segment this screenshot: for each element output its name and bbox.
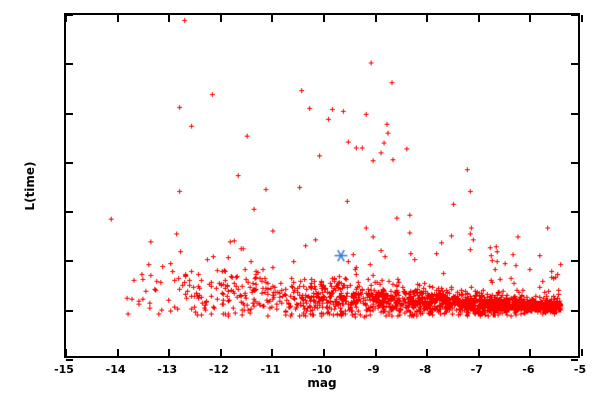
y-tick-mark: [66, 359, 73, 361]
x-tick-label: -10: [312, 363, 332, 376]
x-tick-label: -11: [260, 363, 281, 376]
x-tick-label: -14: [105, 363, 126, 376]
y-tick-mark: [571, 359, 578, 361]
x-axis-title: mag: [307, 376, 337, 390]
x-tick-label: -9: [367, 363, 380, 376]
x-tick-mark: [581, 349, 583, 356]
y-axis-title-wrapper: L(time): [22, 13, 37, 358]
plot-area: [64, 13, 583, 361]
x-tick-label: -7: [470, 363, 483, 376]
x-tick-label: -8: [419, 363, 432, 376]
scatter-data-layer: [66, 15, 578, 356]
x-tick-label: -12: [208, 363, 229, 376]
x-tick-label: -6: [522, 363, 535, 376]
y-axis-title: L(time): [23, 160, 37, 211]
x-tick-label: -5: [573, 363, 587, 376]
x-tick-mark: [581, 15, 583, 22]
x-tick-label: -15: [54, 363, 74, 376]
x-tick-label: -13: [157, 363, 178, 376]
